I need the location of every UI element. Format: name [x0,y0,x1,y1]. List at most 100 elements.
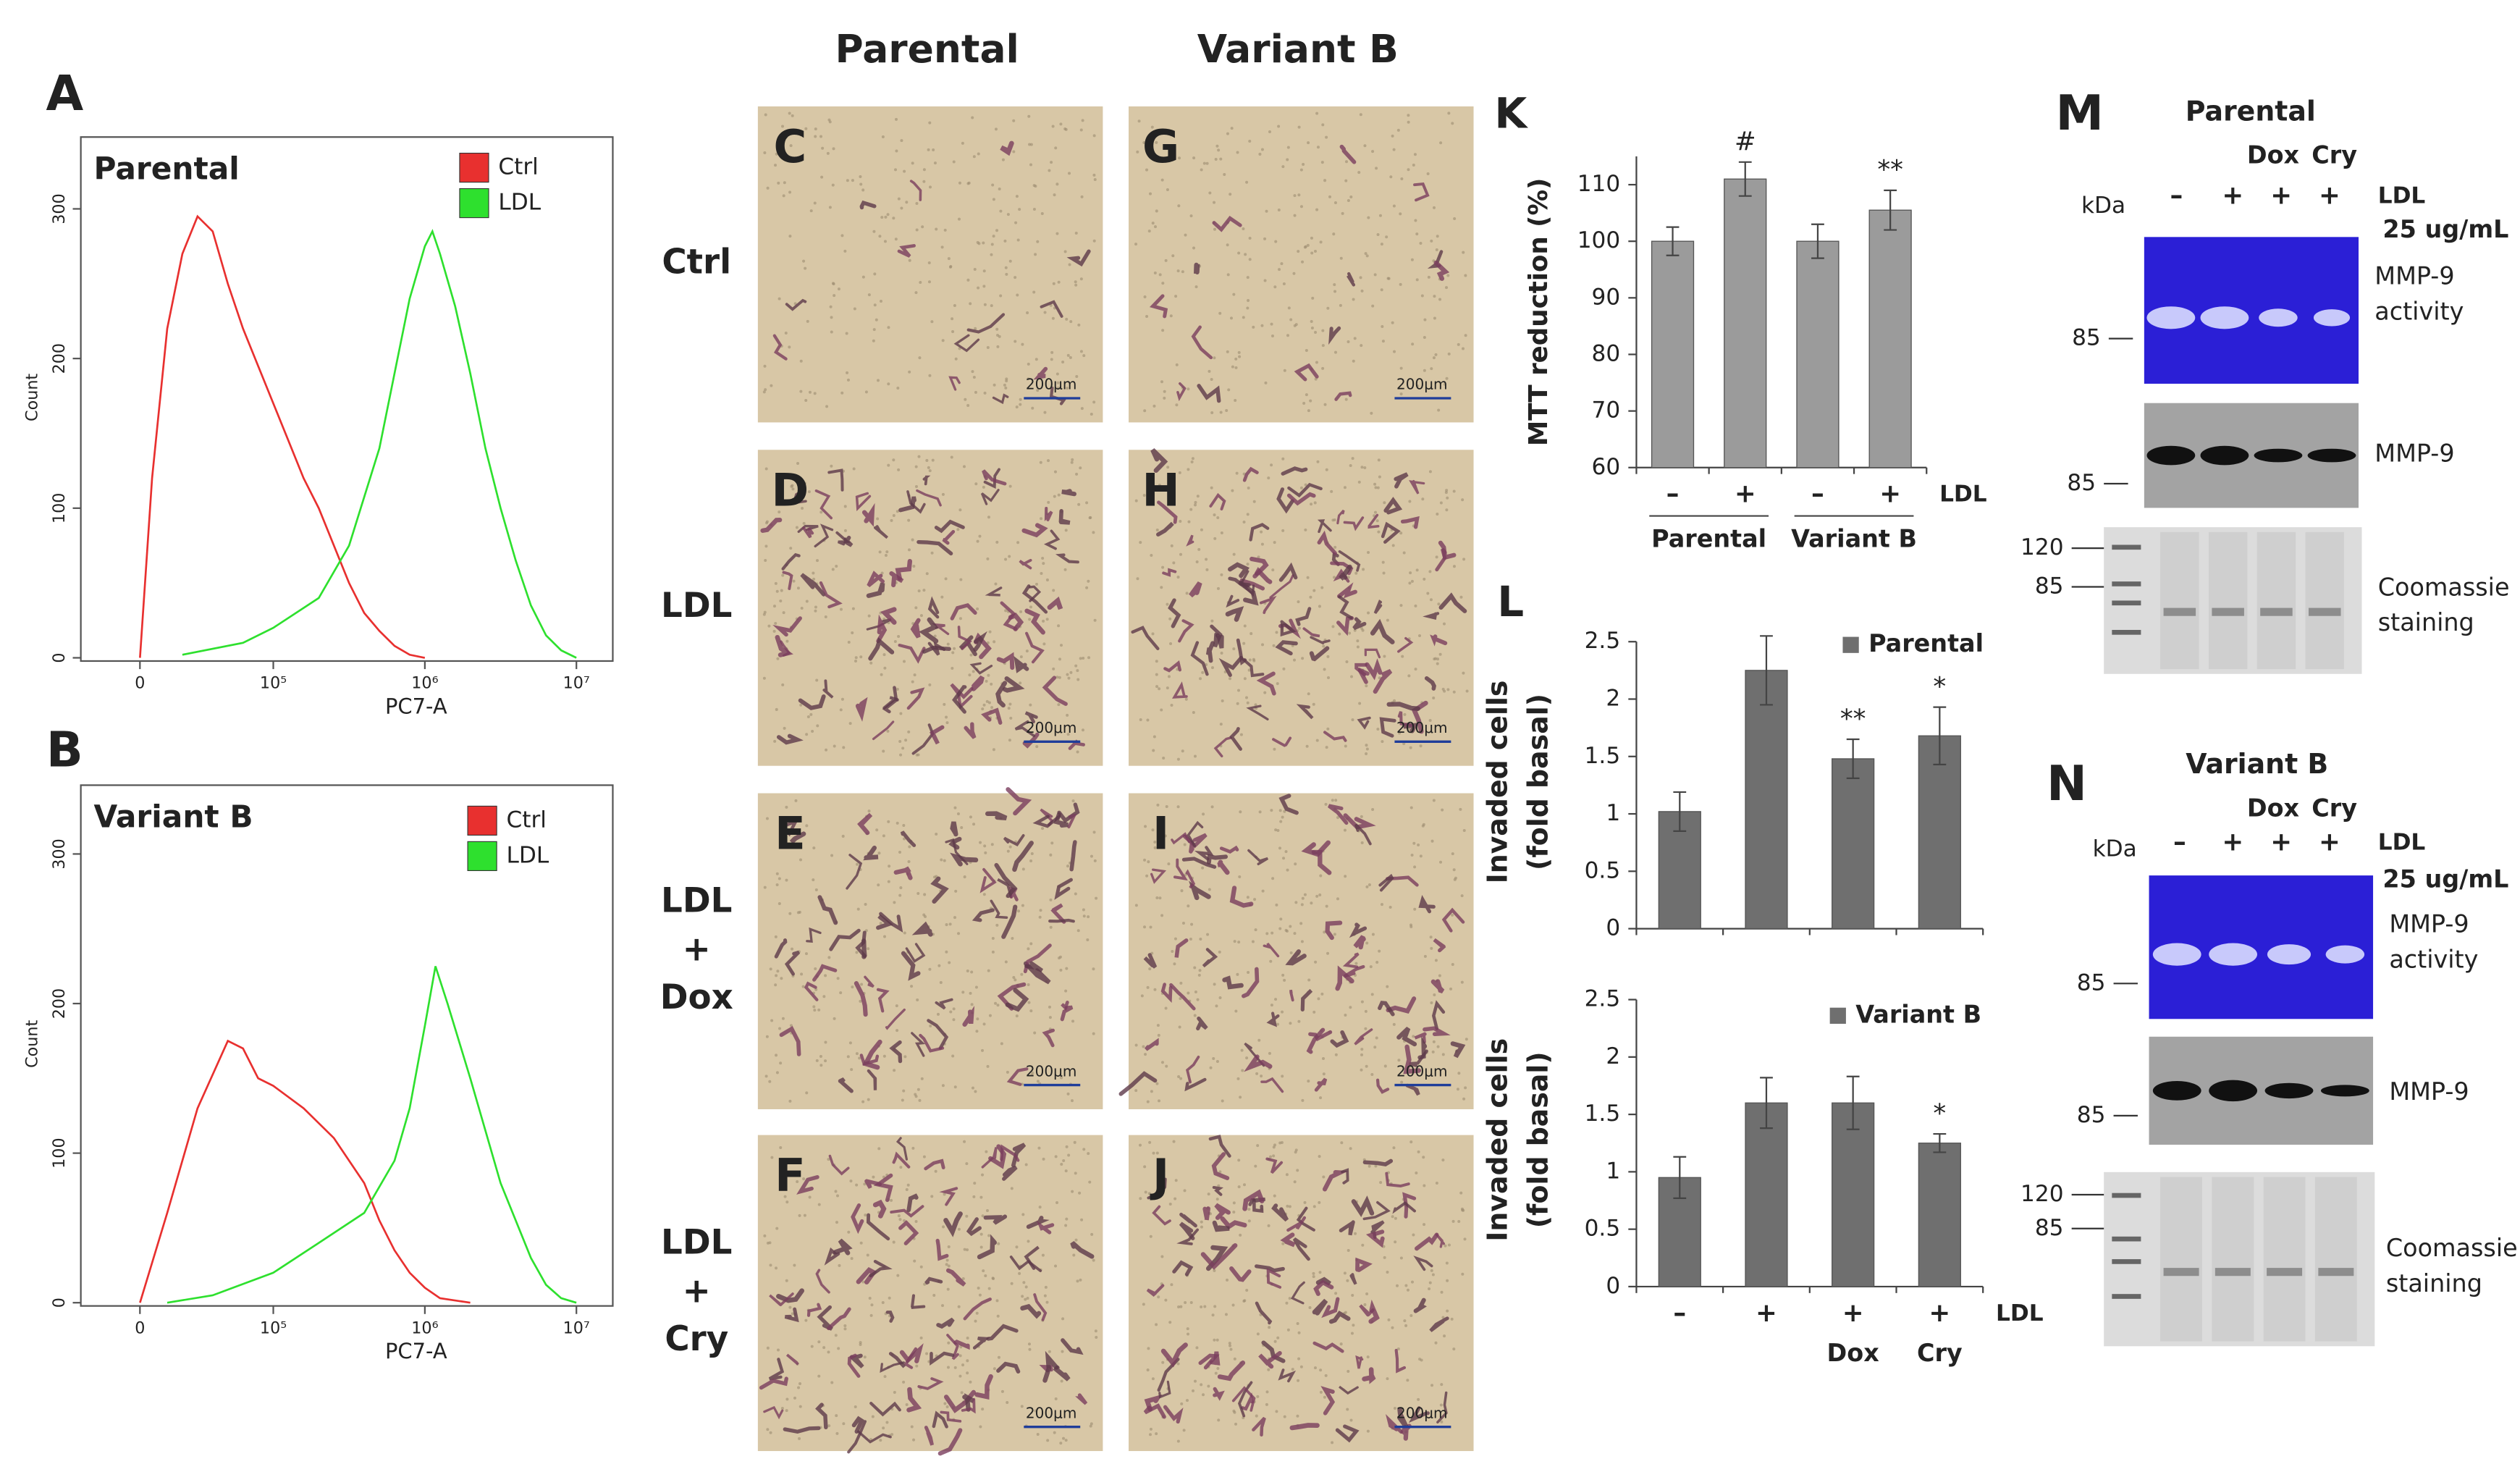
pore [1286,334,1290,337]
pore [977,286,980,290]
pore [1039,909,1042,912]
pore [971,116,974,119]
pore [1045,618,1049,621]
pore [837,1347,840,1350]
pore [953,1085,957,1089]
pore [1232,552,1236,556]
pore [1230,127,1234,130]
blot-label: Coomassie [2386,1234,2518,1262]
pore [1333,545,1337,549]
pore [1233,940,1236,943]
pore [883,240,887,243]
cell [812,964,838,982]
pore [1383,1064,1387,1068]
cell [1242,466,1259,482]
y-tick-label: 2.5 [1585,986,1621,1012]
pore [788,345,791,349]
cell [1265,1157,1284,1174]
pore [1065,967,1069,970]
pore [855,951,859,954]
pore [1396,1347,1400,1350]
legend-label: Parental [1868,629,1984,657]
cell [974,1374,993,1400]
pore [925,1352,929,1355]
pore [1012,976,1016,980]
cell [1325,920,1343,941]
cell [962,1393,975,1412]
pore [1452,690,1456,694]
cell [1202,948,1218,968]
cell [1409,479,1425,495]
cell [945,1268,966,1287]
pore [1095,896,1098,900]
pore [1051,125,1055,128]
pore [996,333,1000,337]
cell [898,1220,919,1245]
cell [1313,1279,1334,1296]
cell [1160,1342,1188,1368]
pore [1380,903,1383,907]
pore [919,614,923,618]
pore [774,164,778,167]
pore [854,1405,857,1408]
pore [791,484,794,487]
western-band [2320,1085,2369,1097]
pore [1283,1415,1286,1418]
pore [1288,1205,1291,1208]
error-bar [1738,161,1752,197]
cell [1312,1298,1328,1316]
pore [872,1175,875,1179]
pore [1160,914,1164,917]
pore [776,657,780,660]
pore [819,135,823,138]
histogram-line [182,229,577,659]
pore [1027,377,1030,381]
error-bar [1846,1075,1860,1130]
pore [763,610,767,614]
pore [838,1263,841,1267]
pore [780,977,783,980]
cell [847,1353,861,1378]
legend-swatch [467,805,497,836]
pore [1082,1148,1086,1151]
pore [1024,1163,1028,1166]
pore [1208,191,1212,195]
cell [1240,1392,1254,1411]
pore [916,1088,920,1091]
pore [1438,974,1441,977]
pore [829,305,833,308]
pore [1139,718,1142,722]
pore [1247,971,1250,975]
cell [854,981,868,1017]
pore [982,241,985,245]
pore [1032,290,1036,294]
pore [854,656,858,660]
bar [1868,209,1912,468]
pore [1078,1191,1082,1195]
y-tick-label: 80 [1592,340,1621,366]
pore [1247,1208,1251,1211]
pore [819,1064,823,1067]
pore [817,1008,821,1012]
pore [1364,1009,1368,1013]
x-tick-label: 10⁶ [411,674,438,693]
cell [1405,1083,1420,1096]
pore [1182,1429,1186,1432]
pore [998,187,1001,191]
pore [1184,233,1187,237]
pore [842,746,846,749]
pore [958,181,961,185]
pore [1411,342,1415,346]
pore [1153,271,1157,274]
pore [831,282,835,285]
cell [861,502,875,527]
pore [1336,897,1339,901]
pore [798,1214,801,1217]
cell [1131,626,1160,650]
kda-label: kDa [2081,193,2125,219]
pore [1189,214,1193,218]
pore [1160,380,1163,384]
pore [974,482,978,486]
pore [1276,829,1280,833]
lane-label: + [2222,828,2243,857]
